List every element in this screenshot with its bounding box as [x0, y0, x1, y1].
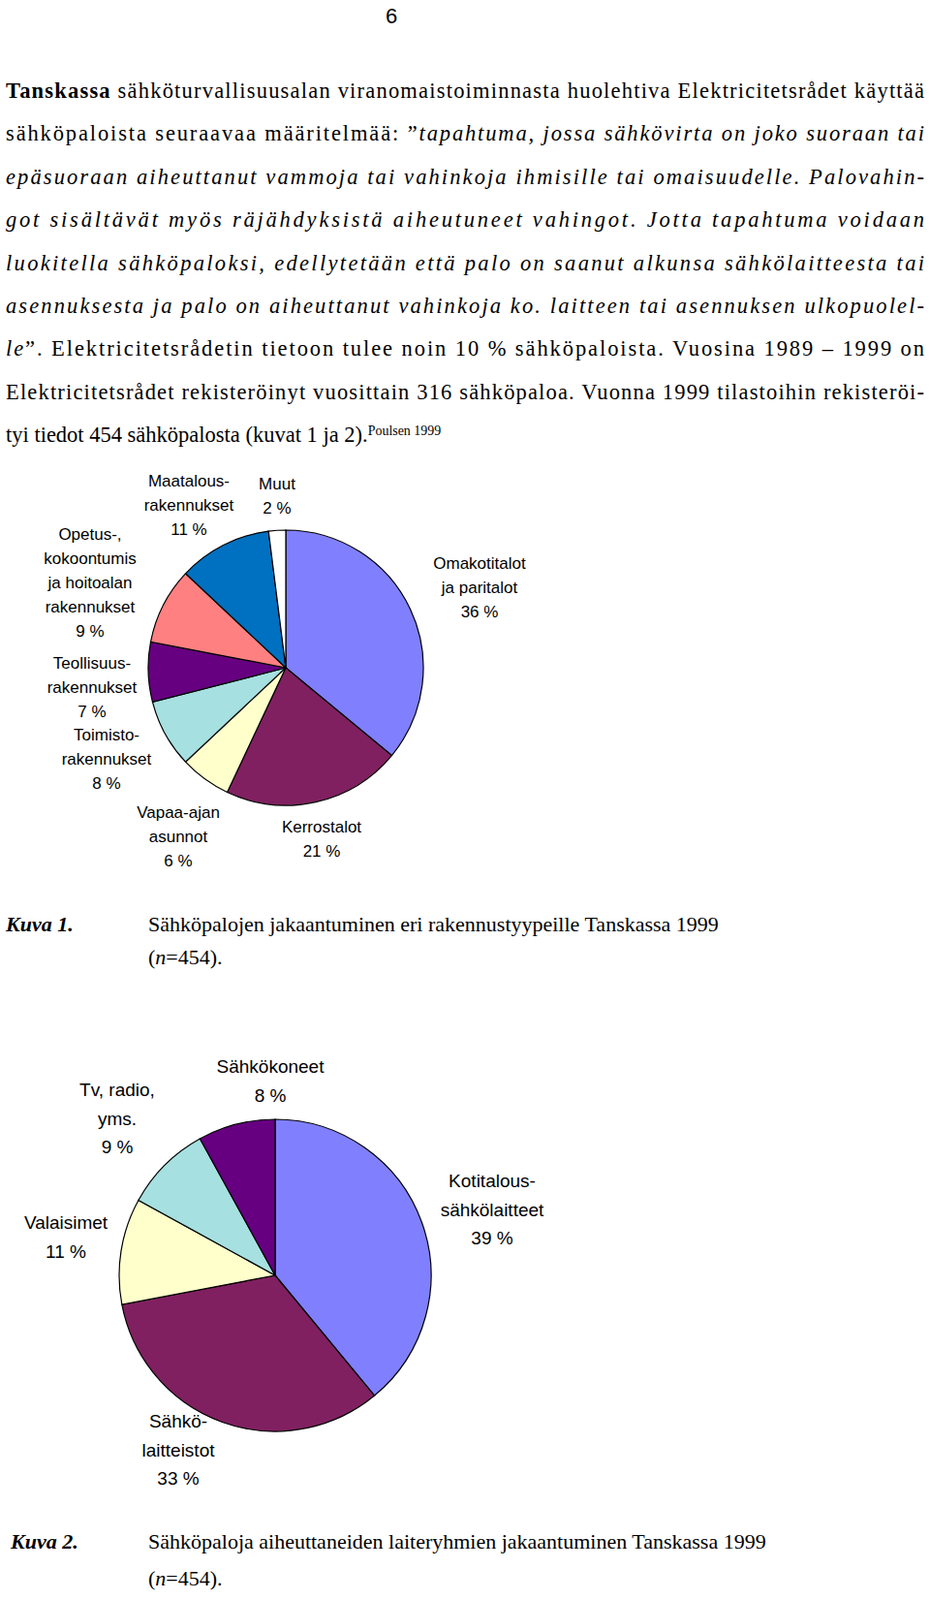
- text-run: tapahtuma, jossa sähkövirta on joko suor…: [419, 121, 925, 146]
- page-number: 6: [385, 3, 398, 29]
- value-label: 21 %: [303, 841, 341, 861]
- text-run: (: [148, 944, 155, 969]
- category-label: Muut: [258, 474, 296, 494]
- paragraph-line: got sisältävät myös räjähdyksistä aiheut…: [5, 207, 925, 232]
- paragraph-line: asennuksesta ja palo on aiheuttanut vahi…: [5, 293, 925, 318]
- text-run: ”. Elektricitetsrådetin tietoon tulee no…: [25, 336, 925, 361]
- paragraph-line: tyi tiedot 454 sähköpalosta (kuvat 1 ja …: [5, 422, 441, 447]
- text-run: luokitella sähköpaloksi, edellytetään et…: [5, 250, 925, 276]
- figure-caption: Sähköpalojen jakaantuminen eri rakennust…: [148, 911, 719, 936]
- text-run: epäsuoraan aiheuttanut vammoja tai vahin…: [5, 164, 925, 189]
- category-label: laitteistot: [142, 1439, 217, 1460]
- text-run: le: [5, 336, 24, 361]
- page: 6 Tanskassa sähköturvallisuusalan viranom…: [0, 0, 930, 1600]
- data-label: Vapaa-ajan asunnot 6 %: [136, 803, 220, 870]
- value-label: 8 %: [92, 774, 121, 793]
- data-label: Valaisimet 11 %: [24, 1211, 109, 1262]
- value-label: 11 %: [45, 1240, 87, 1262]
- pie-slice: [122, 1274, 375, 1431]
- data-label: Toimisto-rakennukset 8 %: [62, 725, 153, 793]
- data-label: Sähkökoneet 8 %: [217, 1055, 326, 1106]
- category-label: Tv, radio,: [79, 1079, 155, 1100]
- paragraph-line: epäsuoraan aiheuttanut vammoja tai vahin…: [5, 164, 925, 189]
- value-label: 9 %: [101, 1136, 134, 1157]
- text-run: Elektricitetsrådet rekisteröinyt vuositt…: [5, 379, 925, 404]
- text-run: asennuksesta ja palo on aiheuttanut vahi…: [5, 293, 925, 318]
- category-label: ja hoitoalan: [47, 573, 133, 592]
- category-label: asunnot: [149, 827, 209, 846]
- text-run: sähköturvallisuusalan viranomaistoiminna…: [111, 78, 925, 103]
- value-label: 36 %: [461, 602, 499, 621]
- text-run: Poulsen 1999: [368, 423, 442, 438]
- figure-label: Kuva 2.: [9, 1528, 79, 1553]
- paragraph-line: sähköpaloista seuraavaa määritelmää: ”ta…: [5, 121, 925, 146]
- text-run: tyi tiedot 454 sähköpalosta (kuvat 1 ja …: [5, 422, 369, 447]
- category-label: rakennukset: [144, 496, 235, 515]
- category-label: ja paritalot: [440, 578, 519, 597]
- category-label: rakennukset: [47, 678, 138, 697]
- text-run: got sisältävät myös räjähdyksistä aiheut…: [5, 207, 925, 232]
- paragraph-line: le”. Elektricitetsrådetin tietoon tulee …: [5, 336, 925, 361]
- pie-slice: [268, 529, 286, 668]
- text-run: sähköpaloista seuraavaa määritelmää: ”: [5, 121, 418, 146]
- paragraph-line: Elektricitetsrådet rekisteröinyt vuositt…: [5, 379, 925, 404]
- figure-caption: Sähköpaloja aiheuttaneiden laiteryhmien …: [148, 1528, 767, 1553]
- text-run: n: [155, 944, 166, 969]
- text-run: Sähköpaloja aiheuttaneiden laiteryhmien …: [148, 1528, 767, 1553]
- text-run: (: [148, 1565, 155, 1590]
- figure-caption: (n=454).: [148, 1565, 223, 1590]
- category-label: Toimisto-: [73, 725, 140, 744]
- category-label: Omakotitalot: [433, 554, 527, 573]
- text-run: =454).: [165, 944, 222, 969]
- category-label: Kerrostalot: [281, 817, 362, 837]
- data-label: Maatalous-rakennukset 11 %: [144, 471, 235, 539]
- value-label: 6 %: [163, 851, 192, 870]
- category-label: sähkölaitteet: [440, 1199, 545, 1220]
- category-label: Sähkökoneet: [217, 1055, 326, 1077]
- value-label: 8 %: [254, 1085, 287, 1106]
- category-label: Vapaa-ajan: [136, 803, 220, 822]
- category-label: rakennukset: [62, 749, 153, 769]
- pie-chart: [148, 529, 424, 806]
- text-run: n: [155, 1565, 166, 1590]
- category-label: yms.: [97, 1108, 137, 1129]
- value-label: 7 %: [77, 702, 106, 721]
- text-run: Sähköpalojen jakaantuminen eri rakennust…: [148, 911, 719, 936]
- paragraph-line: luokitella sähköpaloksi, edellytetään et…: [5, 250, 925, 276]
- value-label: 33 %: [156, 1467, 199, 1488]
- value-label: 11 %: [170, 520, 208, 539]
- value-label: 9 %: [75, 621, 104, 641]
- data-label: Tv, radio, yms. 9 %: [79, 1079, 155, 1157]
- data-label: Teollisuus-rakennukset 7 %: [47, 653, 138, 721]
- figure-caption: (n=454).: [148, 944, 223, 969]
- category-label: Sähkö-: [149, 1410, 208, 1431]
- data-label: Opetus-, kokoontumis ja hoitoalan rakennuks…: [43, 525, 136, 641]
- category-label: Valaisimet: [24, 1211, 109, 1233]
- data-label: Muut 2 %: [258, 474, 296, 518]
- pie-chart: [119, 1118, 432, 1431]
- data-label: Sähkö-laitteistot 33 %: [142, 1410, 217, 1488]
- pie-slice: [199, 1118, 276, 1275]
- category-label: kokoontumis: [43, 549, 136, 568]
- paragraph-line: Tanskassa sähköturvallisuusalan viranoma…: [5, 78, 925, 103]
- value-label: 2 %: [262, 498, 291, 518]
- category-label: Kotitalous-: [448, 1170, 536, 1191]
- data-label: Kerrostalot 21 %: [281, 817, 362, 861]
- category-label: rakennukset: [45, 597, 136, 617]
- category-label: Maatalous-: [148, 471, 230, 491]
- data-label: Kotitalous-sähkölaitteet 39 %: [440, 1170, 545, 1248]
- text-run: =454).: [165, 1565, 222, 1590]
- figure-label: Kuva 1.: [4, 911, 74, 936]
- category-label: Opetus-,: [58, 525, 122, 544]
- value-label: 39 %: [470, 1227, 513, 1248]
- category-label: Teollisuus-: [53, 653, 131, 673]
- data-label: Omakotitalot ja paritalot 36 %: [433, 554, 527, 621]
- text-run: Tanskassa: [5, 78, 111, 103]
